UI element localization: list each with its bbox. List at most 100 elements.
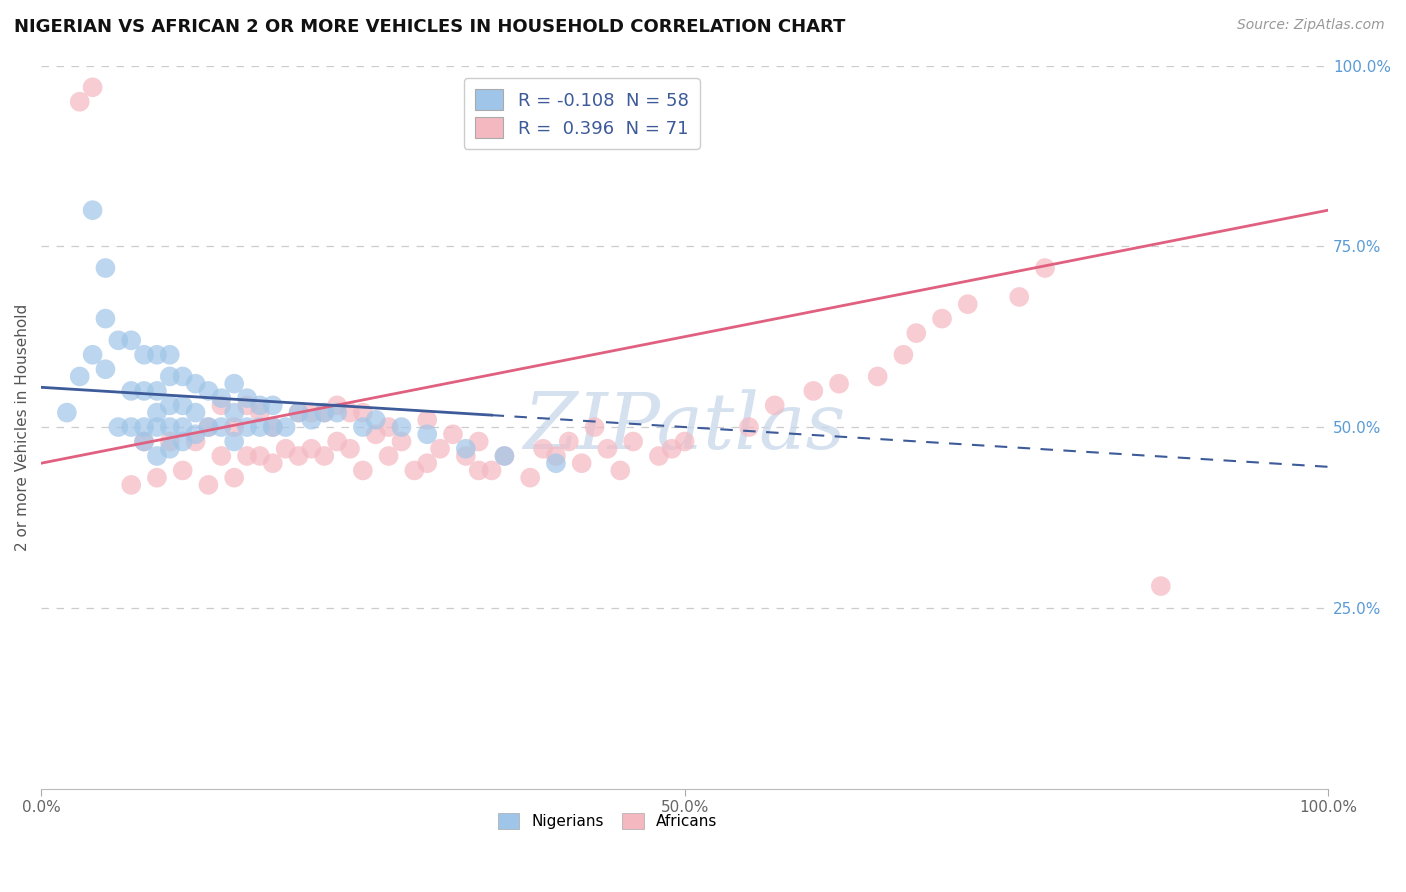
Point — [583, 420, 606, 434]
Point — [364, 413, 387, 427]
Point — [544, 456, 567, 470]
Point — [82, 203, 104, 218]
Point — [956, 297, 979, 311]
Point — [197, 478, 219, 492]
Point — [326, 406, 349, 420]
Point — [648, 449, 671, 463]
Point — [159, 348, 181, 362]
Point — [571, 456, 593, 470]
Point — [120, 420, 142, 434]
Point — [94, 362, 117, 376]
Point — [352, 406, 374, 420]
Point — [494, 449, 516, 463]
Point — [262, 398, 284, 412]
Point — [494, 449, 516, 463]
Point — [828, 376, 851, 391]
Point — [236, 449, 259, 463]
Point — [364, 427, 387, 442]
Point — [467, 463, 489, 477]
Point — [429, 442, 451, 456]
Point — [146, 348, 169, 362]
Point — [146, 471, 169, 485]
Point — [224, 376, 246, 391]
Point — [172, 420, 194, 434]
Point — [931, 311, 953, 326]
Point — [209, 391, 232, 405]
Point — [391, 420, 413, 434]
Point — [249, 398, 271, 412]
Point — [120, 384, 142, 398]
Point — [299, 406, 322, 420]
Point — [596, 442, 619, 456]
Point — [132, 348, 155, 362]
Point — [905, 326, 928, 340]
Point — [287, 406, 309, 420]
Text: Source: ZipAtlas.com: Source: ZipAtlas.com — [1237, 18, 1385, 32]
Point — [274, 442, 297, 456]
Point — [236, 420, 259, 434]
Point — [416, 456, 439, 470]
Point — [249, 449, 271, 463]
Point — [159, 442, 181, 456]
Point — [197, 384, 219, 398]
Point — [209, 398, 232, 412]
Point — [467, 434, 489, 449]
Point — [1033, 260, 1056, 275]
Point — [94, 311, 117, 326]
Point — [893, 348, 915, 362]
Point — [1008, 290, 1031, 304]
Point — [249, 420, 271, 434]
Point — [1150, 579, 1173, 593]
Point — [454, 442, 477, 456]
Point — [82, 80, 104, 95]
Point — [262, 420, 284, 434]
Point — [673, 434, 696, 449]
Point — [224, 420, 246, 434]
Point — [558, 434, 581, 449]
Point — [159, 369, 181, 384]
Point — [299, 413, 322, 427]
Point — [262, 456, 284, 470]
Point — [172, 434, 194, 449]
Point — [224, 406, 246, 420]
Point — [621, 434, 644, 449]
Point — [352, 463, 374, 477]
Point — [172, 463, 194, 477]
Point — [159, 398, 181, 412]
Point — [236, 398, 259, 412]
Point — [69, 95, 91, 109]
Point — [287, 449, 309, 463]
Y-axis label: 2 or more Vehicles in Household: 2 or more Vehicles in Household — [15, 303, 30, 550]
Point — [299, 442, 322, 456]
Point — [339, 406, 361, 420]
Point — [146, 420, 169, 434]
Point — [314, 406, 336, 420]
Point — [441, 427, 464, 442]
Point — [132, 420, 155, 434]
Point — [197, 420, 219, 434]
Point — [120, 334, 142, 348]
Point — [107, 420, 129, 434]
Text: ZIPatlas: ZIPatlas — [523, 389, 846, 466]
Point — [801, 384, 824, 398]
Point — [339, 442, 361, 456]
Point — [146, 406, 169, 420]
Point — [377, 449, 399, 463]
Point — [377, 420, 399, 434]
Point — [184, 434, 207, 449]
Point — [416, 413, 439, 427]
Point — [94, 260, 117, 275]
Point — [249, 406, 271, 420]
Point — [132, 434, 155, 449]
Point — [262, 420, 284, 434]
Point — [224, 471, 246, 485]
Point — [519, 471, 541, 485]
Point — [481, 463, 503, 477]
Point — [352, 420, 374, 434]
Point — [132, 384, 155, 398]
Point — [172, 398, 194, 412]
Point — [287, 406, 309, 420]
Point — [56, 406, 79, 420]
Point — [120, 478, 142, 492]
Point — [159, 434, 181, 449]
